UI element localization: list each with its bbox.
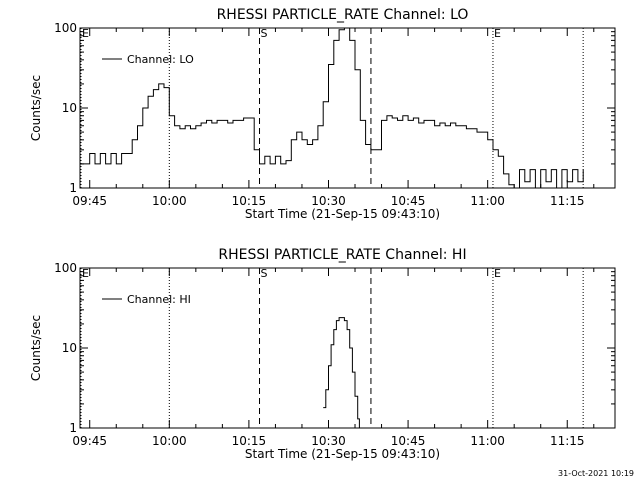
plot-frame [79, 267, 616, 429]
y-axis-label: Counts/sec [29, 75, 43, 141]
chart-panel-1: RHESSI PARTICLE_RATE Channel: LO 1 10 100 09… [29, 7, 616, 221]
x-tick-label: 11:00 [470, 194, 505, 208]
y-axis-label: Counts/sec [29, 315, 43, 381]
x-tick-label: 09:45 [72, 194, 107, 208]
x-axis-label: Start Time (21-Sep-15 09:43:10) [245, 447, 440, 461]
chart-title: RHESSI PARTICLE_RATE Channel: HI [218, 247, 466, 263]
y-tick-label: 1 [69, 421, 77, 435]
legend-entry: Channel: LO [127, 53, 194, 66]
legend: Channel: HI [102, 293, 191, 306]
x-tick-label: 10:45 [391, 194, 426, 208]
chart-panel-2: RHESSI PARTICLE_RATE Channel: HI 1 10 100 09… [29, 247, 616, 461]
y-tick-label: 100 [54, 261, 77, 275]
event-marker-label: E [494, 27, 501, 40]
event-marker-label: S [261, 267, 268, 280]
x-tick-label: 11:00 [470, 434, 505, 448]
x-tick-label: 10:15 [232, 434, 267, 448]
series-line [323, 317, 360, 428]
y-tick-label: 100 [54, 21, 77, 35]
legend: Channel: LO [102, 53, 194, 66]
legend-entry: Channel: HI [127, 293, 191, 306]
x-tick-label: 10:15 [232, 194, 267, 208]
x-tick-label: 10:00 [152, 434, 187, 448]
x-tick-label: 10:30 [311, 434, 346, 448]
event-marker-label: E [494, 267, 501, 280]
footer-date: 31-Oct-2021 10:19 [558, 469, 634, 478]
x-tick-label: 10:45 [391, 434, 426, 448]
y-tick-label: 10 [62, 101, 77, 115]
x-tick-label: 11:15 [550, 194, 585, 208]
y-tick-label: 10 [62, 341, 77, 355]
event-marker-label: E [82, 267, 89, 280]
chart-title: RHESSI PARTICLE_RATE Channel: LO [217, 7, 469, 23]
x-axis-label: Start Time (21-Sep-15 09:43:10) [245, 207, 440, 221]
event-marker-label: E [82, 27, 89, 40]
y-tick-label: 1 [69, 181, 77, 195]
series-line [80, 27, 584, 189]
x-tick-label: 09:45 [72, 434, 107, 448]
x-tick-label: 11:15 [550, 434, 585, 448]
plot-frame [79, 27, 616, 189]
x-tick-label: 10:00 [152, 194, 187, 208]
event-marker-label: S [261, 27, 268, 40]
x-tick-label: 10:30 [311, 194, 346, 208]
